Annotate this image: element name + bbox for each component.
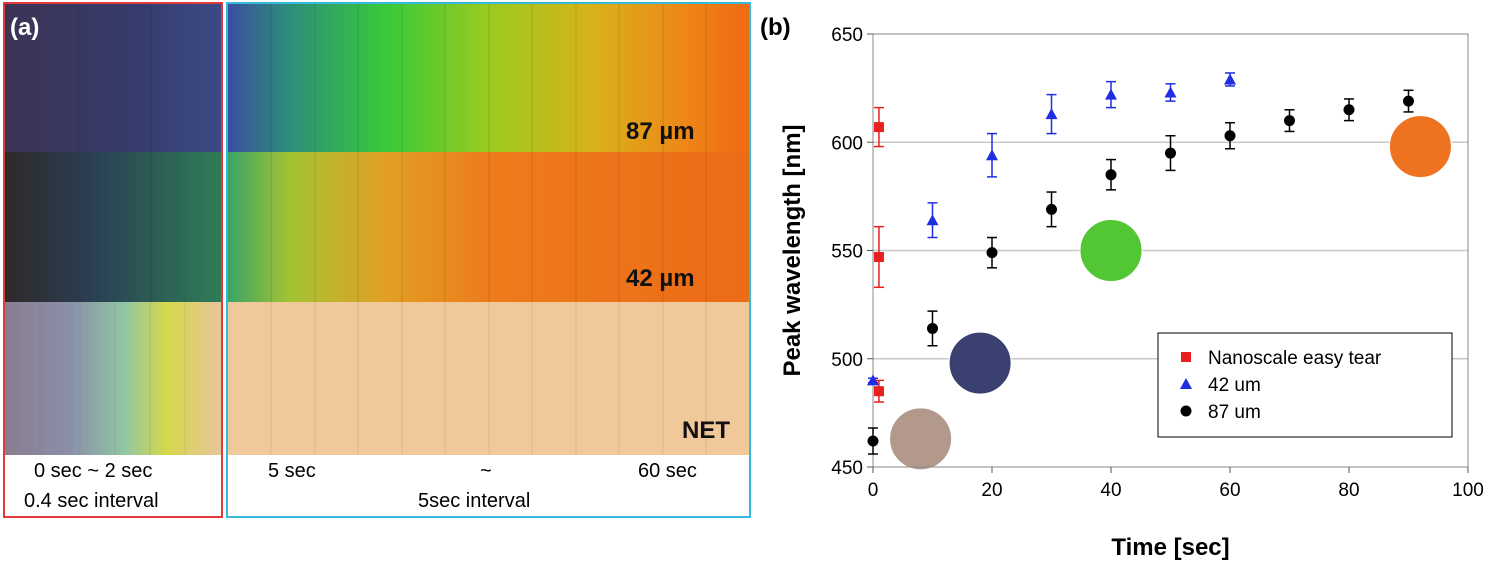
data-point-triangle xyxy=(986,149,998,161)
data-point-circle xyxy=(1224,130,1236,142)
panel-b-label: (b) xyxy=(760,14,791,41)
data-point-circle xyxy=(867,435,879,447)
data-point-circle xyxy=(1046,203,1057,215)
data-point-square xyxy=(873,122,884,133)
y-tick-label: 650 xyxy=(831,25,863,46)
series-nanoscale-easy-tear xyxy=(873,106,884,403)
legend-label: Nanoscale easy tear xyxy=(1208,348,1382,369)
y-tick-label: 450 xyxy=(831,458,863,479)
x-tick-label: 60 xyxy=(1219,480,1240,501)
left-interval-frame xyxy=(3,2,223,518)
legend-label: 87 um xyxy=(1208,402,1261,423)
row-label-net: NET xyxy=(682,417,730,444)
x-tick-label: 0 xyxy=(868,480,879,501)
x-tick-label: 100 xyxy=(1452,480,1484,501)
right-interval-frame xyxy=(226,2,751,518)
legend-label: 42 um xyxy=(1208,375,1261,396)
data-point-circle xyxy=(1284,115,1295,127)
panel-a: 87 µm 42 µm NET 0 sec ~ 2 sec 0.4 sec in… xyxy=(0,0,755,520)
data-point-triangle xyxy=(867,374,879,386)
color-swatch-circle xyxy=(889,407,953,471)
row-label-87um: 87 µm xyxy=(626,118,695,145)
color-swatch-circle xyxy=(1079,219,1143,282)
data-point-triangle xyxy=(1224,73,1236,85)
data-point-triangle xyxy=(1105,88,1117,100)
x-tick-label: 40 xyxy=(1100,480,1121,501)
data-point-triangle xyxy=(1045,108,1058,120)
data-point-square xyxy=(873,251,884,262)
legend-box xyxy=(1157,332,1453,438)
data-point-circle xyxy=(1180,405,1192,417)
peak-wavelength-chart: 450 500 550 600 650 0 20 40 60 80 100 Nanoscale ea… xyxy=(779,25,1484,561)
panel-a-image xyxy=(5,4,749,455)
data-point-triangle xyxy=(1164,86,1177,98)
data-point-square xyxy=(873,386,884,397)
left-caption-interval: 0.4 sec interval xyxy=(24,490,159,512)
right-caption-interval: 5sec interval xyxy=(418,490,531,512)
row-label-42um: 42 µm xyxy=(626,265,695,292)
series-87-um xyxy=(867,89,1414,455)
color-swatch-circle xyxy=(1388,115,1452,179)
y-tick-label: 500 xyxy=(831,350,863,371)
x-tick-label: 20 xyxy=(981,480,1002,501)
y-tick-label: 550 xyxy=(831,242,863,263)
data-point-circle xyxy=(927,322,938,334)
data-point-circle xyxy=(1165,147,1176,159)
data-point-circle xyxy=(1105,169,1117,181)
data-point-triangle xyxy=(1180,378,1192,389)
right-caption-start: 5 sec xyxy=(268,460,316,482)
panel-a-label: (a) xyxy=(10,14,40,41)
left-caption-time-range: 0 sec ~ 2 sec xyxy=(34,460,153,482)
y-tick-label: 600 xyxy=(831,133,863,154)
right-caption-tilde: ~ xyxy=(480,460,492,482)
data-point-circle xyxy=(1403,95,1414,107)
y-axis-label: Peak wavelength [nm] xyxy=(779,124,806,376)
x-tick-label: 80 xyxy=(1338,480,1359,501)
color-swatch-circle xyxy=(948,331,1012,395)
series-42-um xyxy=(867,72,1236,386)
data-point-circle xyxy=(986,247,998,259)
right-caption-end: 60 sec xyxy=(638,460,697,482)
data-point-circle xyxy=(1343,104,1355,116)
data-point-square xyxy=(1181,352,1191,362)
x-axis-label: Time [sec] xyxy=(1111,534,1229,561)
data-point-triangle xyxy=(926,214,939,226)
